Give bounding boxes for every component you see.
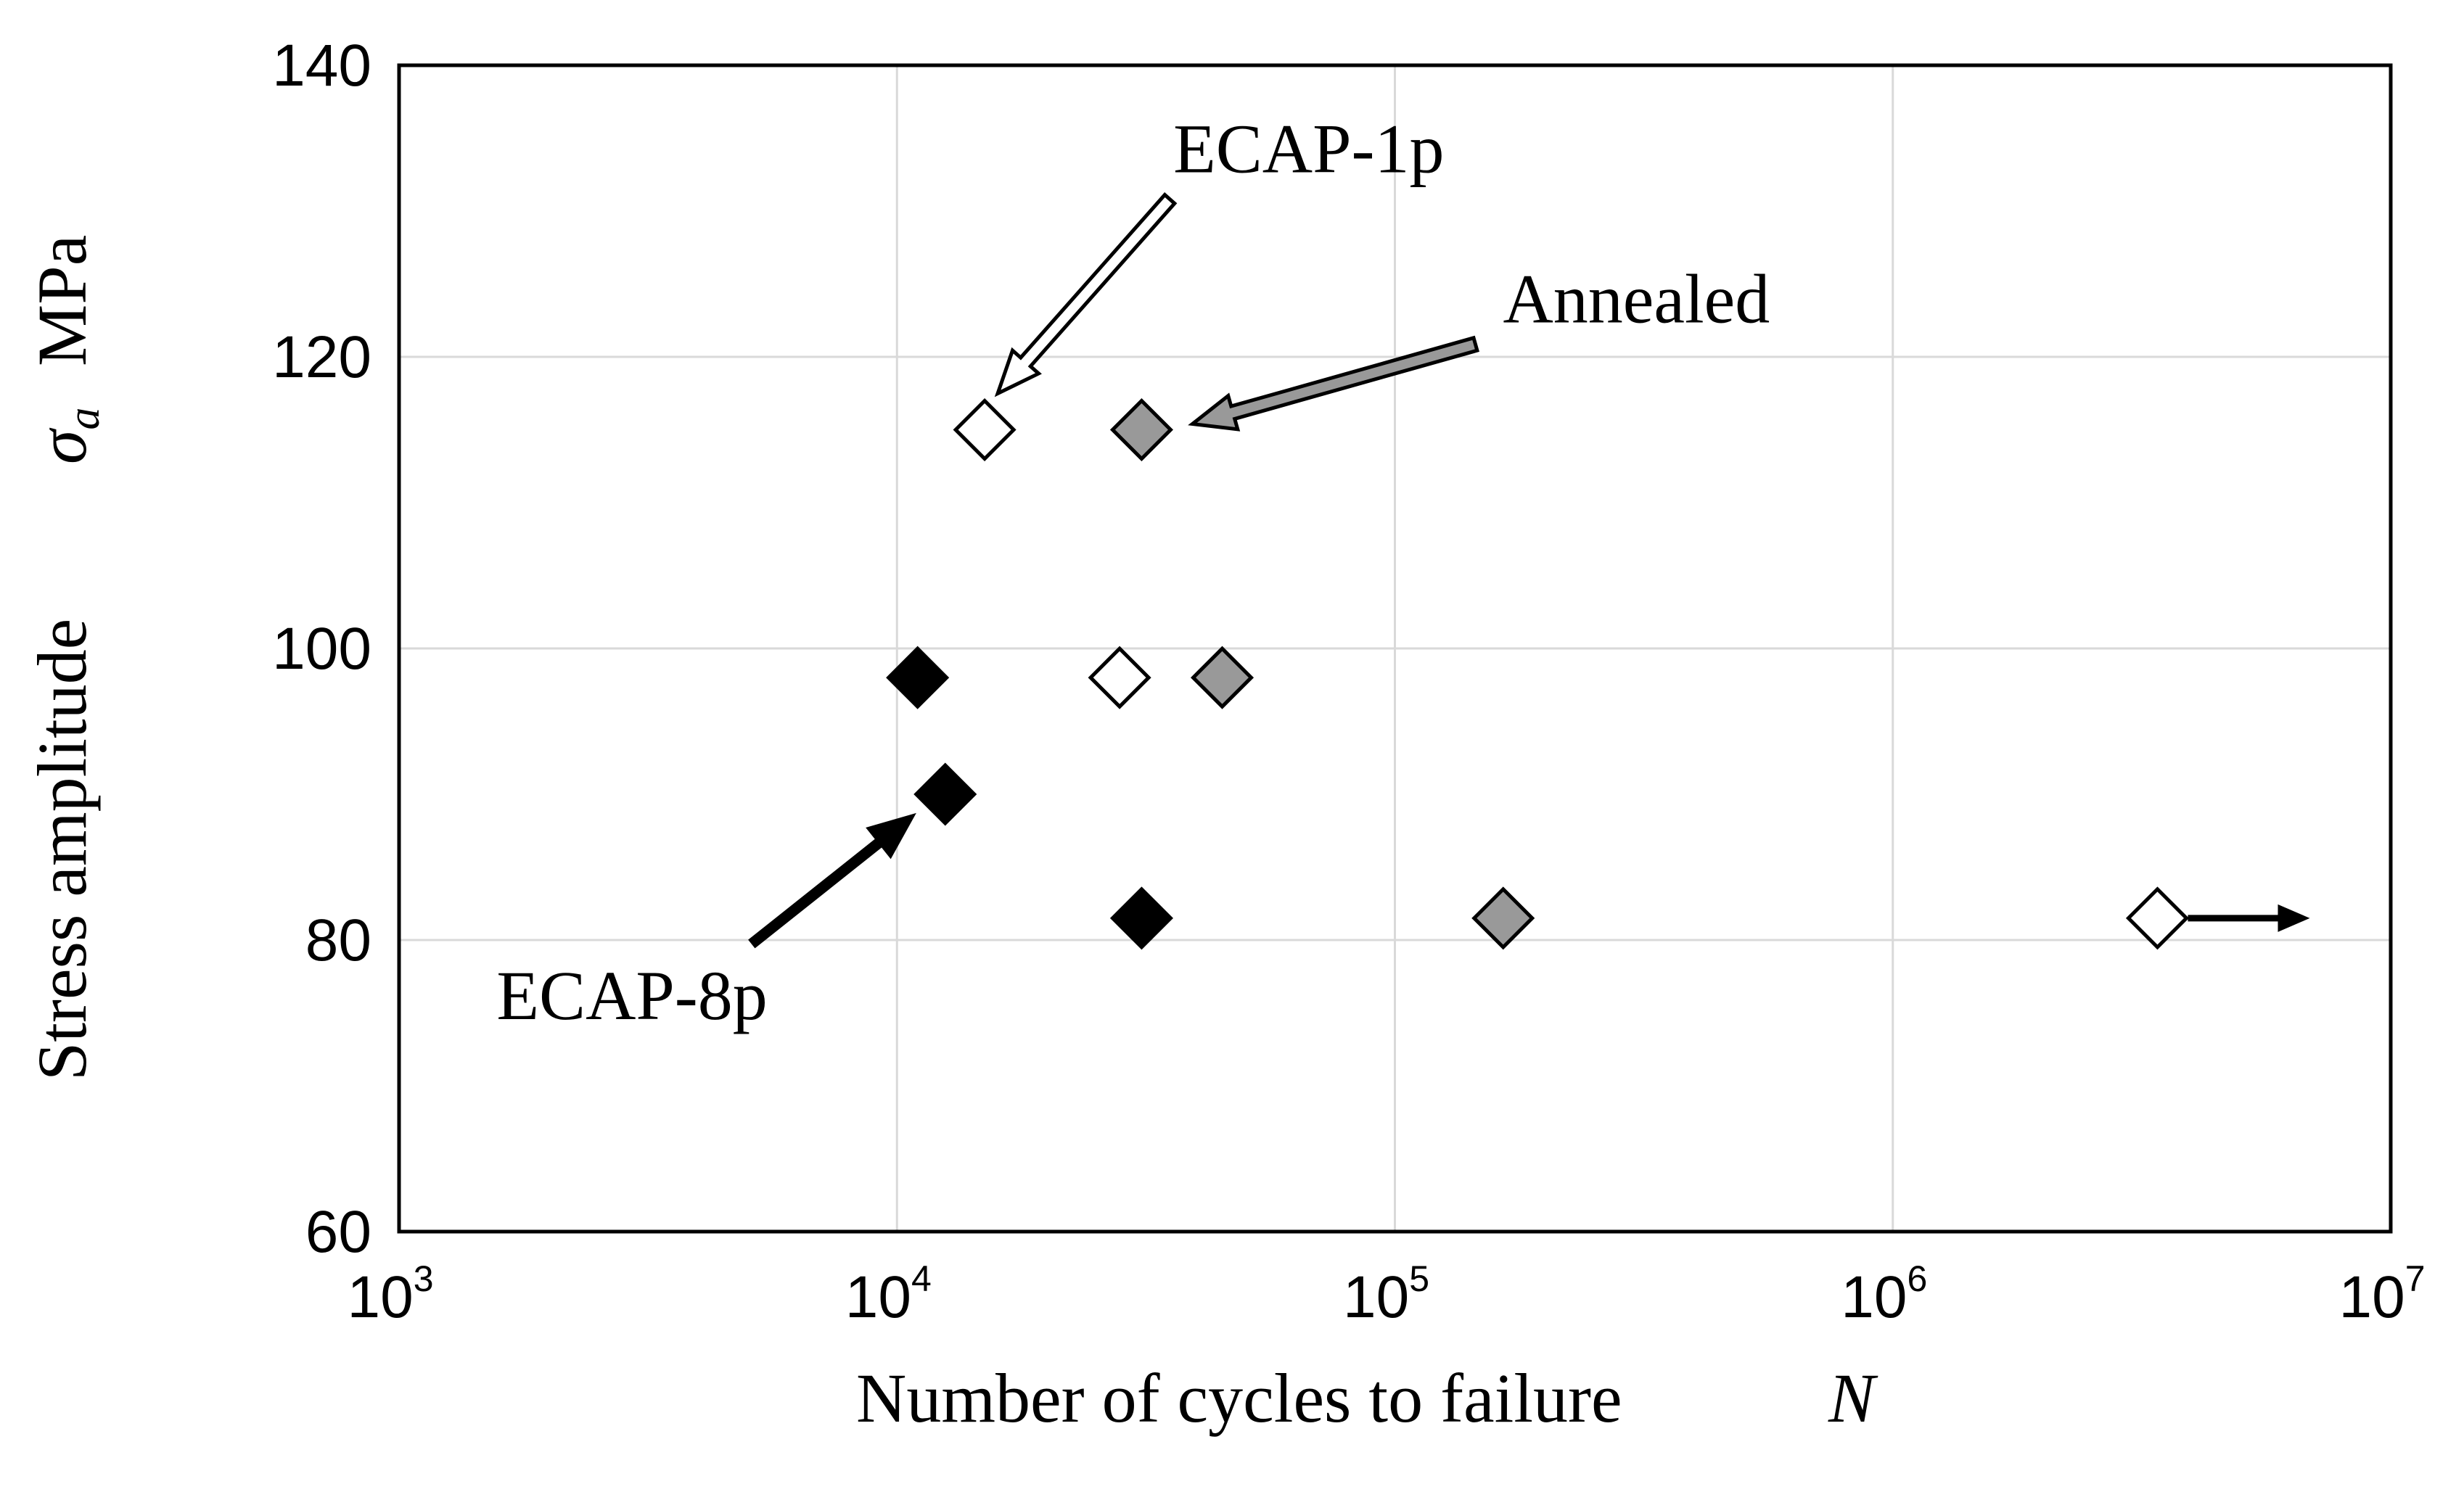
x-axis-label: Number of cycles to failure xyxy=(856,1359,1622,1437)
runout-arrow-head xyxy=(2278,904,2310,932)
data-point-ecap-1p xyxy=(1088,646,1151,709)
y-axis-symbol: σa xyxy=(23,408,109,464)
data-point-ecap-8p xyxy=(913,762,977,826)
x-tick-label: 107 xyxy=(2338,1258,2425,1330)
y-tick-label: 120 xyxy=(272,324,371,390)
y-axis-unit: MPa xyxy=(23,235,101,366)
annotation-arrow-ecap-8p xyxy=(748,812,916,949)
data-point-ecap-8p xyxy=(886,646,950,709)
data-points xyxy=(886,397,2310,950)
data-point-annealed xyxy=(1471,886,1535,950)
x-axis-ticks: 103 104 105 106 107 xyxy=(347,1258,2425,1330)
annotations: ECAP-1p Annealed ECAP-8p xyxy=(496,110,1770,1035)
x-tick-label: 104 xyxy=(845,1258,932,1330)
data-point-annealed xyxy=(1190,646,1254,709)
y-tick-label: 80 xyxy=(305,907,371,973)
data-point-ecap-1p xyxy=(953,397,1017,462)
y-tick-label: 140 xyxy=(272,33,371,99)
annotation-label-ecap-8p: ECAP-8p xyxy=(496,957,767,1034)
x-axis-symbol: N xyxy=(1828,1359,1878,1437)
y-axis-ticks: 60 80 100 120 140 xyxy=(272,33,371,1265)
annotation-arrow-annealed xyxy=(1188,335,1479,432)
annotation-label-ecap-1p: ECAP-1p xyxy=(1173,110,1444,188)
x-tick-label: 103 xyxy=(347,1258,433,1330)
x-tick-label: 105 xyxy=(1343,1258,1429,1330)
data-point-ecap-1p xyxy=(2125,886,2190,950)
annotation-label-annealed: Annealed xyxy=(1503,260,1770,338)
y-tick-label: 60 xyxy=(305,1199,371,1265)
y-axis-label: Stress amplitude xyxy=(23,619,101,1081)
data-point-annealed xyxy=(1109,397,1173,462)
annotation-arrow-ecap-1p xyxy=(994,192,1178,397)
plot-area-frame xyxy=(397,63,2393,1234)
x-tick-label: 106 xyxy=(1841,1258,1927,1330)
y-tick-label: 100 xyxy=(272,616,371,682)
data-point-ecap-8p xyxy=(1109,886,1173,950)
gridlines xyxy=(399,65,2391,1232)
